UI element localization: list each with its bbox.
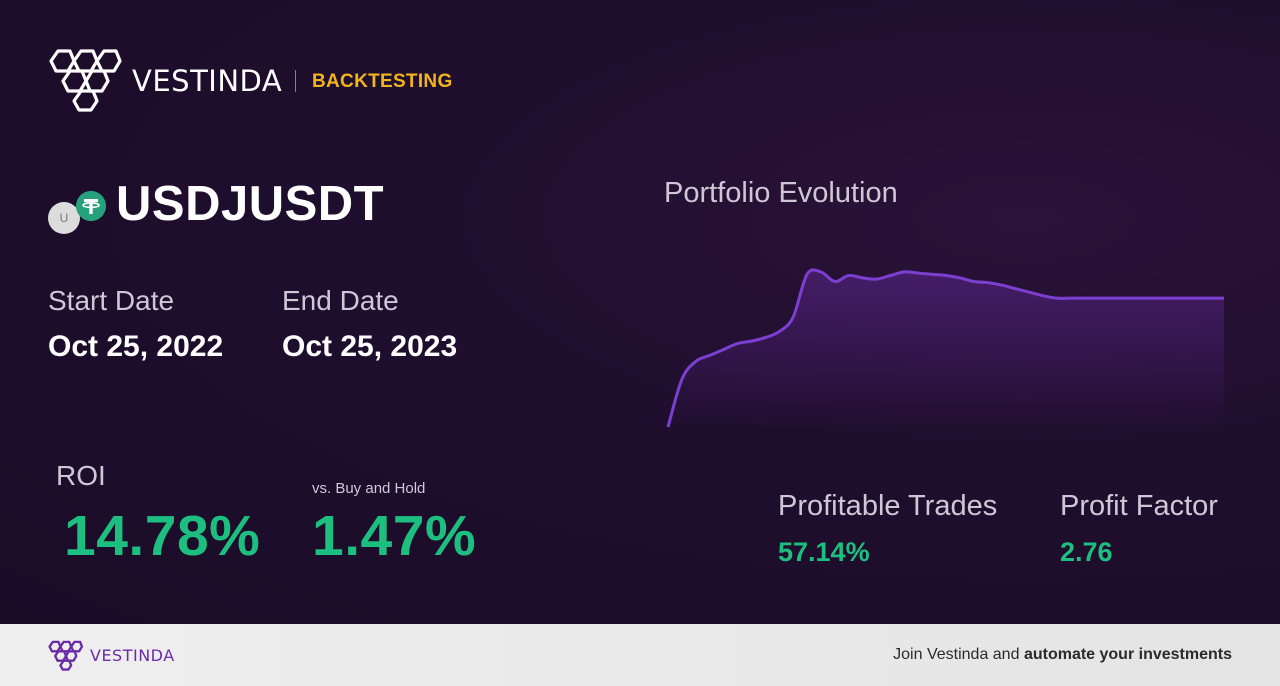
footer-cta[interactable]: Join Vestinda and automate your investme…: [893, 646, 1232, 664]
portfolio-series-line: [666, 268, 1224, 428]
footer-vestinda-logo-icon: [48, 640, 84, 671]
end-date-value: Oct 25, 2023: [282, 330, 458, 363]
footer-cta-prefix: Join Vestinda and: [893, 646, 1020, 663]
portfolio-evolution-chart: [666, 268, 1224, 428]
chart-title: Portfolio Evolution: [664, 177, 898, 209]
buy-hold-value: 1.47%: [312, 504, 477, 568]
vestinda-logo-icon: [49, 49, 122, 112]
roi-label: ROI: [56, 460, 106, 491]
brand-divider: [295, 70, 296, 92]
portfolio-area-fill: [668, 269, 1224, 427]
profit-factor-value: 2.76: [1060, 537, 1113, 567]
brand-name: VESTINDA: [132, 64, 283, 98]
asset-pair-title: USDJUSDT: [116, 177, 385, 231]
profitable-trades-label: Profitable Trades: [778, 490, 998, 522]
footer-bar: VESTINDA Join Vestinda and automate your…: [0, 624, 1280, 686]
start-date-value: Oct 25, 2022: [48, 330, 224, 363]
base-coin-icon: U: [48, 202, 80, 234]
roi-value: 14.78%: [64, 504, 261, 568]
tether-coin-icon: [76, 191, 106, 221]
profit-factor-label: Profit Factor: [1060, 490, 1218, 522]
profitable-trades-value: 57.14%: [778, 537, 870, 567]
footer-cta-emphasis: automate your investments: [1023, 646, 1232, 663]
end-date-label: End Date: [282, 285, 399, 316]
buy-hold-label: vs. Buy and Hold: [312, 480, 426, 497]
start-date-label: Start Date: [48, 285, 175, 316]
backtest-card: VESTINDA BACKTESTING U USDJUSDT Start Da…: [0, 0, 1280, 624]
product-label: BACKTESTING: [312, 71, 453, 92]
footer-brand-name: VESTINDA: [90, 646, 175, 665]
